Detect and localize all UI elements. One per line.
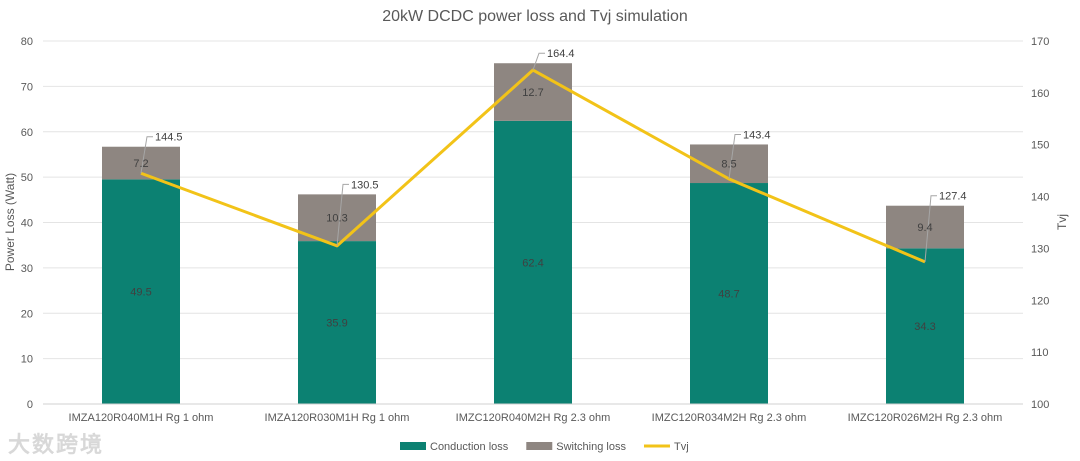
tvj-label: 127.4 [939, 191, 967, 203]
conduction-loss-label: 34.3 [914, 321, 935, 333]
tvj-leader-line [532, 52, 545, 71]
x-tick-label: IMZA120R040M1H Rg 1 ohm [69, 412, 214, 424]
conduction-loss-label: 49.5 [130, 287, 151, 299]
conduction-loss-bar [494, 120, 572, 405]
y-tick-label: 80 [21, 36, 33, 48]
x-tick-label: IMZC120R026M2H Rg 2.3 ohm [848, 412, 1003, 424]
watermark: 大数跨境 [8, 433, 105, 458]
chart-title: 20kW DCDC power loss and Tvj simulation [382, 8, 688, 25]
y2-tick-label: 120 [1031, 295, 1049, 307]
tvj-line-group [140, 52, 937, 264]
y-tick-label: 30 [21, 263, 33, 275]
conduction-loss-bar [102, 179, 180, 404]
switching-loss-label: 12.7 [522, 87, 543, 99]
y-tick-label: 50 [21, 172, 33, 184]
y2-tick-label: 170 [1031, 36, 1049, 48]
tvj-label: 144.5 [155, 132, 183, 144]
conduction-loss-bar [690, 183, 768, 404]
y-tick-label: 0 [27, 399, 33, 411]
y2-tick-label: 100 [1031, 399, 1049, 411]
conduction-loss-label: 48.7 [718, 289, 739, 301]
y2-tick-label: 160 [1031, 88, 1049, 100]
conduction-loss-bar [298, 241, 376, 404]
tvj-leader-line [728, 133, 741, 180]
legend-swatch [400, 442, 426, 450]
switching-loss-bar [298, 194, 376, 242]
y2-tick-label: 130 [1031, 243, 1049, 255]
switching-loss-label: 10.3 [326, 213, 347, 225]
legend: Conduction loss Switching loss Tvj [400, 441, 689, 453]
tvj-leader-line [924, 195, 937, 262]
axes: 0 10 20 30 40 50 60 70 80 100 110 120 130 140 150 160 17… [21, 36, 1050, 424]
conduction-loss-label: 35.9 [326, 318, 347, 330]
switching-loss-label: 9.4 [917, 222, 932, 234]
switching-loss-label: 7.2 [133, 158, 148, 170]
y-tick-label: 70 [21, 81, 33, 93]
legend-label: Switching loss [556, 441, 626, 453]
y-axis-label: Power Loss (Watt) [3, 173, 17, 271]
legend-label: Conduction loss [430, 441, 509, 453]
y2-tick-label: 140 [1031, 192, 1049, 204]
legend-label: Tvj [674, 441, 689, 453]
legend-swatch [526, 442, 553, 450]
switching-loss-bar [886, 205, 964, 249]
x-tick-label: IMZC120R040M2H Rg 2.3 ohm [456, 412, 611, 424]
conduction-loss-bar [886, 248, 964, 404]
conduction-loss-label: 62.4 [522, 257, 543, 269]
tvj-label: 130.5 [351, 179, 379, 191]
y2-tick-label: 150 [1031, 140, 1049, 152]
bars [102, 63, 964, 405]
x-tick-label: IMZC120R034M2H Rg 2.3 ohm [652, 412, 807, 424]
tvj-leader-line [140, 136, 153, 174]
y-tick-label: 60 [21, 127, 33, 139]
y2-axis-label: Tvj [1055, 214, 1069, 230]
x-tick-label: IMZA120R030M1H Rg 1 ohm [265, 412, 410, 424]
switching-loss-label: 8.5 [721, 159, 736, 171]
y-tick-label: 40 [21, 218, 33, 230]
tvj-leader-line [336, 183, 349, 246]
data-labels: 49.5 7.2 35.9 10.3 62.4 12.7 48.7 8.5 34.3 9.4 144… [130, 48, 966, 333]
y-tick-label: 10 [21, 354, 33, 366]
y2-tick-label: 110 [1031, 347, 1049, 359]
tvj-label: 143.4 [743, 129, 771, 141]
y-tick-label: 20 [21, 308, 33, 320]
tvj-label: 164.4 [547, 48, 575, 60]
